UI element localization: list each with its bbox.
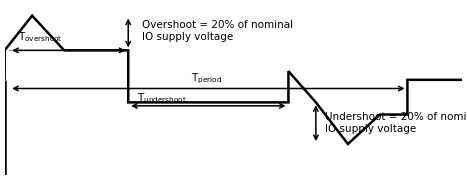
Text: Overshoot = 20% of nominal
IO supply voltage: Overshoot = 20% of nominal IO supply vol… — [142, 21, 293, 42]
Text: Undershoot = 20% of nominal
IO supply voltage: Undershoot = 20% of nominal IO supply vo… — [325, 112, 467, 134]
Text: $\mathregular{T}_{\mathregular{undershoot}}$: $\mathregular{T}_{\mathregular{undershoo… — [137, 91, 187, 105]
Text: $\mathregular{T}_{\mathregular{period}}$: $\mathregular{T}_{\mathregular{period}}$ — [191, 72, 221, 86]
Text: $\mathregular{T}_{\mathregular{overshoot}}$: $\mathregular{T}_{\mathregular{overshoot… — [18, 30, 63, 44]
